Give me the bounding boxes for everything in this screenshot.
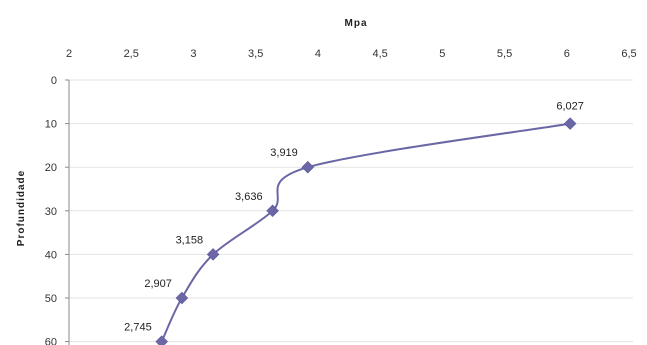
data-label-4: 2,907 bbox=[144, 278, 172, 290]
x-tick-label-3: 3,5 bbox=[248, 48, 263, 60]
data-point-4 bbox=[176, 292, 188, 304]
x-tick-label-7: 5,5 bbox=[497, 48, 512, 60]
axes: Mpa Profundidade 0 10 20 30 40 50 60 2 2,5 3 3,5 4 4… bbox=[16, 18, 637, 345]
y-tick-label-6: 60 bbox=[45, 337, 57, 345]
x-axis-title: Mpa bbox=[345, 18, 368, 29]
data-markers bbox=[156, 118, 576, 345]
data-labels: 6,027 3,919 3,636 3,158 2,907 2,745 bbox=[124, 101, 584, 334]
x-tick-label-1: 2,5 bbox=[124, 48, 139, 60]
y-tick-label-5: 50 bbox=[45, 293, 57, 305]
data-point-1 bbox=[302, 161, 314, 173]
series-line bbox=[162, 124, 570, 342]
y-tick-label-4: 40 bbox=[45, 249, 57, 261]
x-tick-label-4: 4 bbox=[315, 48, 321, 60]
y-tick-label-2: 20 bbox=[45, 162, 57, 174]
data-label-3: 3,158 bbox=[176, 234, 204, 246]
y-tick-label-1: 10 bbox=[45, 119, 57, 131]
data-point-5 bbox=[156, 336, 168, 345]
x-tick-label-8: 6 bbox=[564, 48, 570, 60]
x-tick-label-9: 6,5 bbox=[621, 48, 636, 60]
grid-lines bbox=[69, 80, 633, 342]
data-point-0 bbox=[564, 118, 576, 130]
data-label-2: 3,636 bbox=[235, 191, 263, 203]
x-tick-label-0: 2 bbox=[66, 48, 72, 60]
x-tick-label-5: 4,5 bbox=[372, 48, 387, 60]
y-tick-label-3: 30 bbox=[45, 206, 57, 218]
x-tick-label-2: 3 bbox=[190, 48, 196, 60]
y-axis-title: Profundidade bbox=[16, 170, 27, 246]
data-label-0: 6,027 bbox=[556, 101, 584, 113]
y-tick-label-0: 0 bbox=[51, 75, 57, 87]
data-label-1: 3,919 bbox=[270, 147, 298, 159]
series-line-0 bbox=[162, 124, 570, 342]
data-label-5: 2,745 bbox=[124, 322, 152, 334]
x-tick-label-6: 5 bbox=[439, 48, 445, 60]
